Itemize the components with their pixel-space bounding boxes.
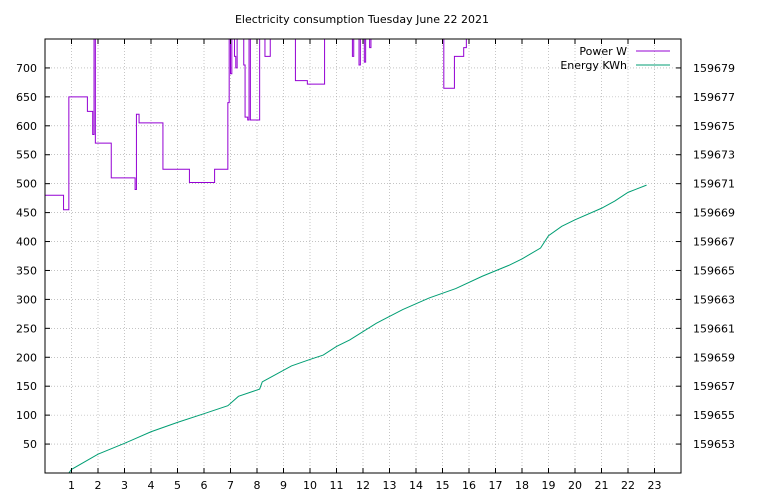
- x-tick-label: 21: [595, 479, 609, 492]
- y-right-tick-label: 159655: [693, 409, 735, 422]
- y-right-tick-label: 159671: [693, 178, 735, 191]
- chart-title: Electricity consumption Tuesday June 22 …: [235, 13, 489, 26]
- y-left-tick-label: 150: [16, 380, 37, 393]
- series-layer: [45, 39, 647, 473]
- x-tick-label: 8: [254, 479, 261, 492]
- x-tick-label: 12: [356, 479, 370, 492]
- y-right-tick-label: 159679: [693, 62, 735, 75]
- legend-label-power: Power W: [579, 45, 627, 58]
- x-tick-label: 11: [330, 479, 344, 492]
- x-tick-label: 10: [303, 479, 317, 492]
- x-tick-label: 20: [568, 479, 582, 492]
- y-right-tick-label: 159677: [693, 91, 735, 104]
- series-line-power: [45, 39, 469, 211]
- y-left-tick-label: 400: [16, 236, 37, 249]
- y-right-tick-label: 159675: [693, 120, 735, 133]
- y-left-tick-label: 500: [16, 178, 37, 191]
- x-tick-label: 15: [436, 479, 450, 492]
- y-right-tick-label: 159663: [693, 293, 735, 306]
- x-tick-label: 23: [648, 479, 662, 492]
- x-tick-label: 4: [148, 479, 155, 492]
- x-tick-label: 17: [489, 479, 503, 492]
- y-right-tick-label: 159669: [693, 207, 735, 220]
- y-right-tick-label: 159657: [693, 380, 735, 393]
- y-left-tick-label: 300: [16, 293, 37, 306]
- y-left-tick-label: 600: [16, 120, 37, 133]
- y-left-tick-label: 250: [16, 322, 37, 335]
- y-left-tick-label: 200: [16, 351, 37, 364]
- y-right-tick-label: 159665: [693, 264, 735, 277]
- y-left-tick-label: 450: [16, 207, 37, 220]
- y-left-tick-label: 650: [16, 91, 37, 104]
- x-tick-label: 5: [174, 479, 181, 492]
- x-tick-label: 7: [227, 479, 234, 492]
- y-right-tick-label: 159673: [693, 149, 735, 162]
- legend: Power W Energy KWh: [560, 45, 670, 72]
- x-tick-label: 3: [121, 479, 128, 492]
- y-left-tick-label: 700: [16, 62, 37, 75]
- legend-label-energy: Energy KWh: [560, 59, 627, 72]
- series-line-energy: [68, 184, 647, 473]
- y-left-tick-label: 550: [16, 149, 37, 162]
- ticks: 1 2 3 4 5 6 7 8 9 10 11 12 13 14 15 16 17 18 19 20 21 22 23501…: [16, 39, 735, 492]
- y-right-tick-label: 159659: [693, 351, 735, 364]
- y-left-tick-label: 350: [16, 264, 37, 277]
- x-tick-label: 1: [68, 479, 75, 492]
- x-tick-label: 6: [201, 479, 208, 492]
- y-right-tick-label: 159653: [693, 438, 735, 451]
- grid: [45, 39, 681, 473]
- x-tick-label: 19: [542, 479, 556, 492]
- x-tick-label: 13: [383, 479, 397, 492]
- x-tick-label: 14: [409, 479, 423, 492]
- y-left-tick-label: 50: [23, 438, 37, 451]
- y-left-tick-label: 100: [16, 409, 37, 422]
- y-right-tick-label: 159661: [693, 322, 735, 335]
- x-tick-label: 16: [462, 479, 476, 492]
- y-right-tick-label: 159667: [693, 236, 735, 249]
- x-tick-label: 9: [280, 479, 287, 492]
- x-tick-label: 22: [621, 479, 635, 492]
- x-tick-label: 2: [95, 479, 102, 492]
- x-tick-label: 18: [515, 479, 529, 492]
